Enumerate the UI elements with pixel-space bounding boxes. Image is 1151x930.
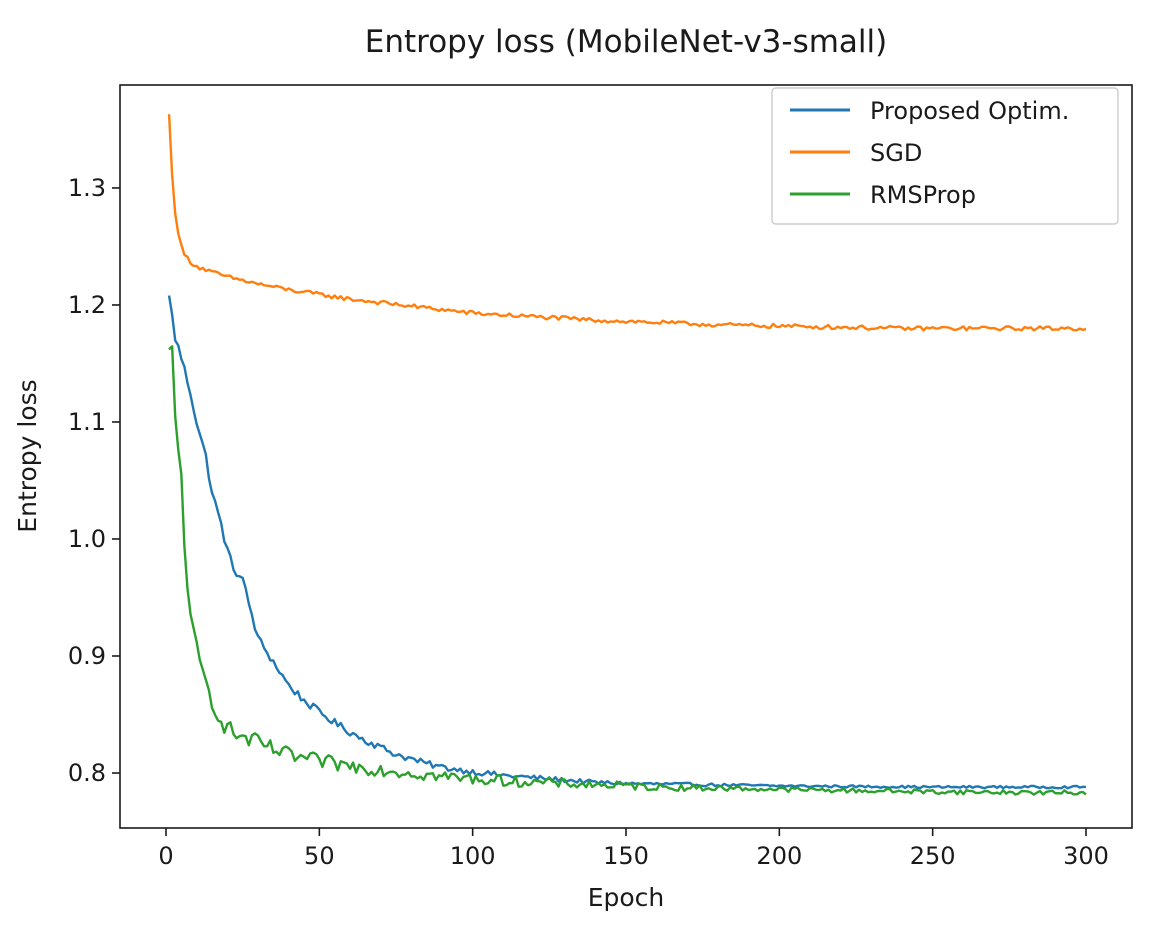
- legend-label: RMSProp: [870, 181, 976, 209]
- x-tick-label: 150: [603, 842, 649, 870]
- x-axis-ticks: 0 50 100 150 200 250 300: [158, 828, 1109, 870]
- series-layer: [167, 114, 1087, 796]
- legend: Proposed Optim. SGD RMSProp: [771, 87, 1119, 225]
- y-tick-label: 0.9: [68, 642, 106, 670]
- x-axis-label: Epoch: [588, 883, 665, 912]
- x-tick-label: 250: [910, 842, 956, 870]
- y-tick-label: 1.3: [68, 174, 106, 202]
- legend-label: Proposed Optim.: [870, 97, 1069, 125]
- series-line-proposed-optim: [167, 295, 1087, 790]
- y-axis-label: Entropy loss: [13, 379, 42, 532]
- legend-label: SGD: [870, 139, 922, 167]
- x-tick-label: 200: [756, 842, 802, 870]
- y-tick-label: 0.8: [68, 759, 106, 787]
- y-tick-label: 1.0: [68, 525, 106, 553]
- legend-box: [771, 87, 1119, 225]
- y-tick-label: 1.2: [68, 291, 106, 319]
- chart-title: Entropy loss (MobileNet-v3-small): [365, 24, 888, 60]
- x-tick-label: 0: [158, 842, 173, 870]
- x-tick-label: 50: [304, 842, 335, 870]
- x-tick-label: 300: [1063, 842, 1109, 870]
- y-tick-label: 1.1: [68, 408, 106, 436]
- x-tick-label: 100: [450, 842, 496, 870]
- series-line-rmsprop: [168, 345, 1087, 796]
- y-axis-ticks: 0.8 0.9 1.0 1.1 1.2 1.3: [68, 174, 120, 787]
- series-line-sgd: [167, 114, 1087, 332]
